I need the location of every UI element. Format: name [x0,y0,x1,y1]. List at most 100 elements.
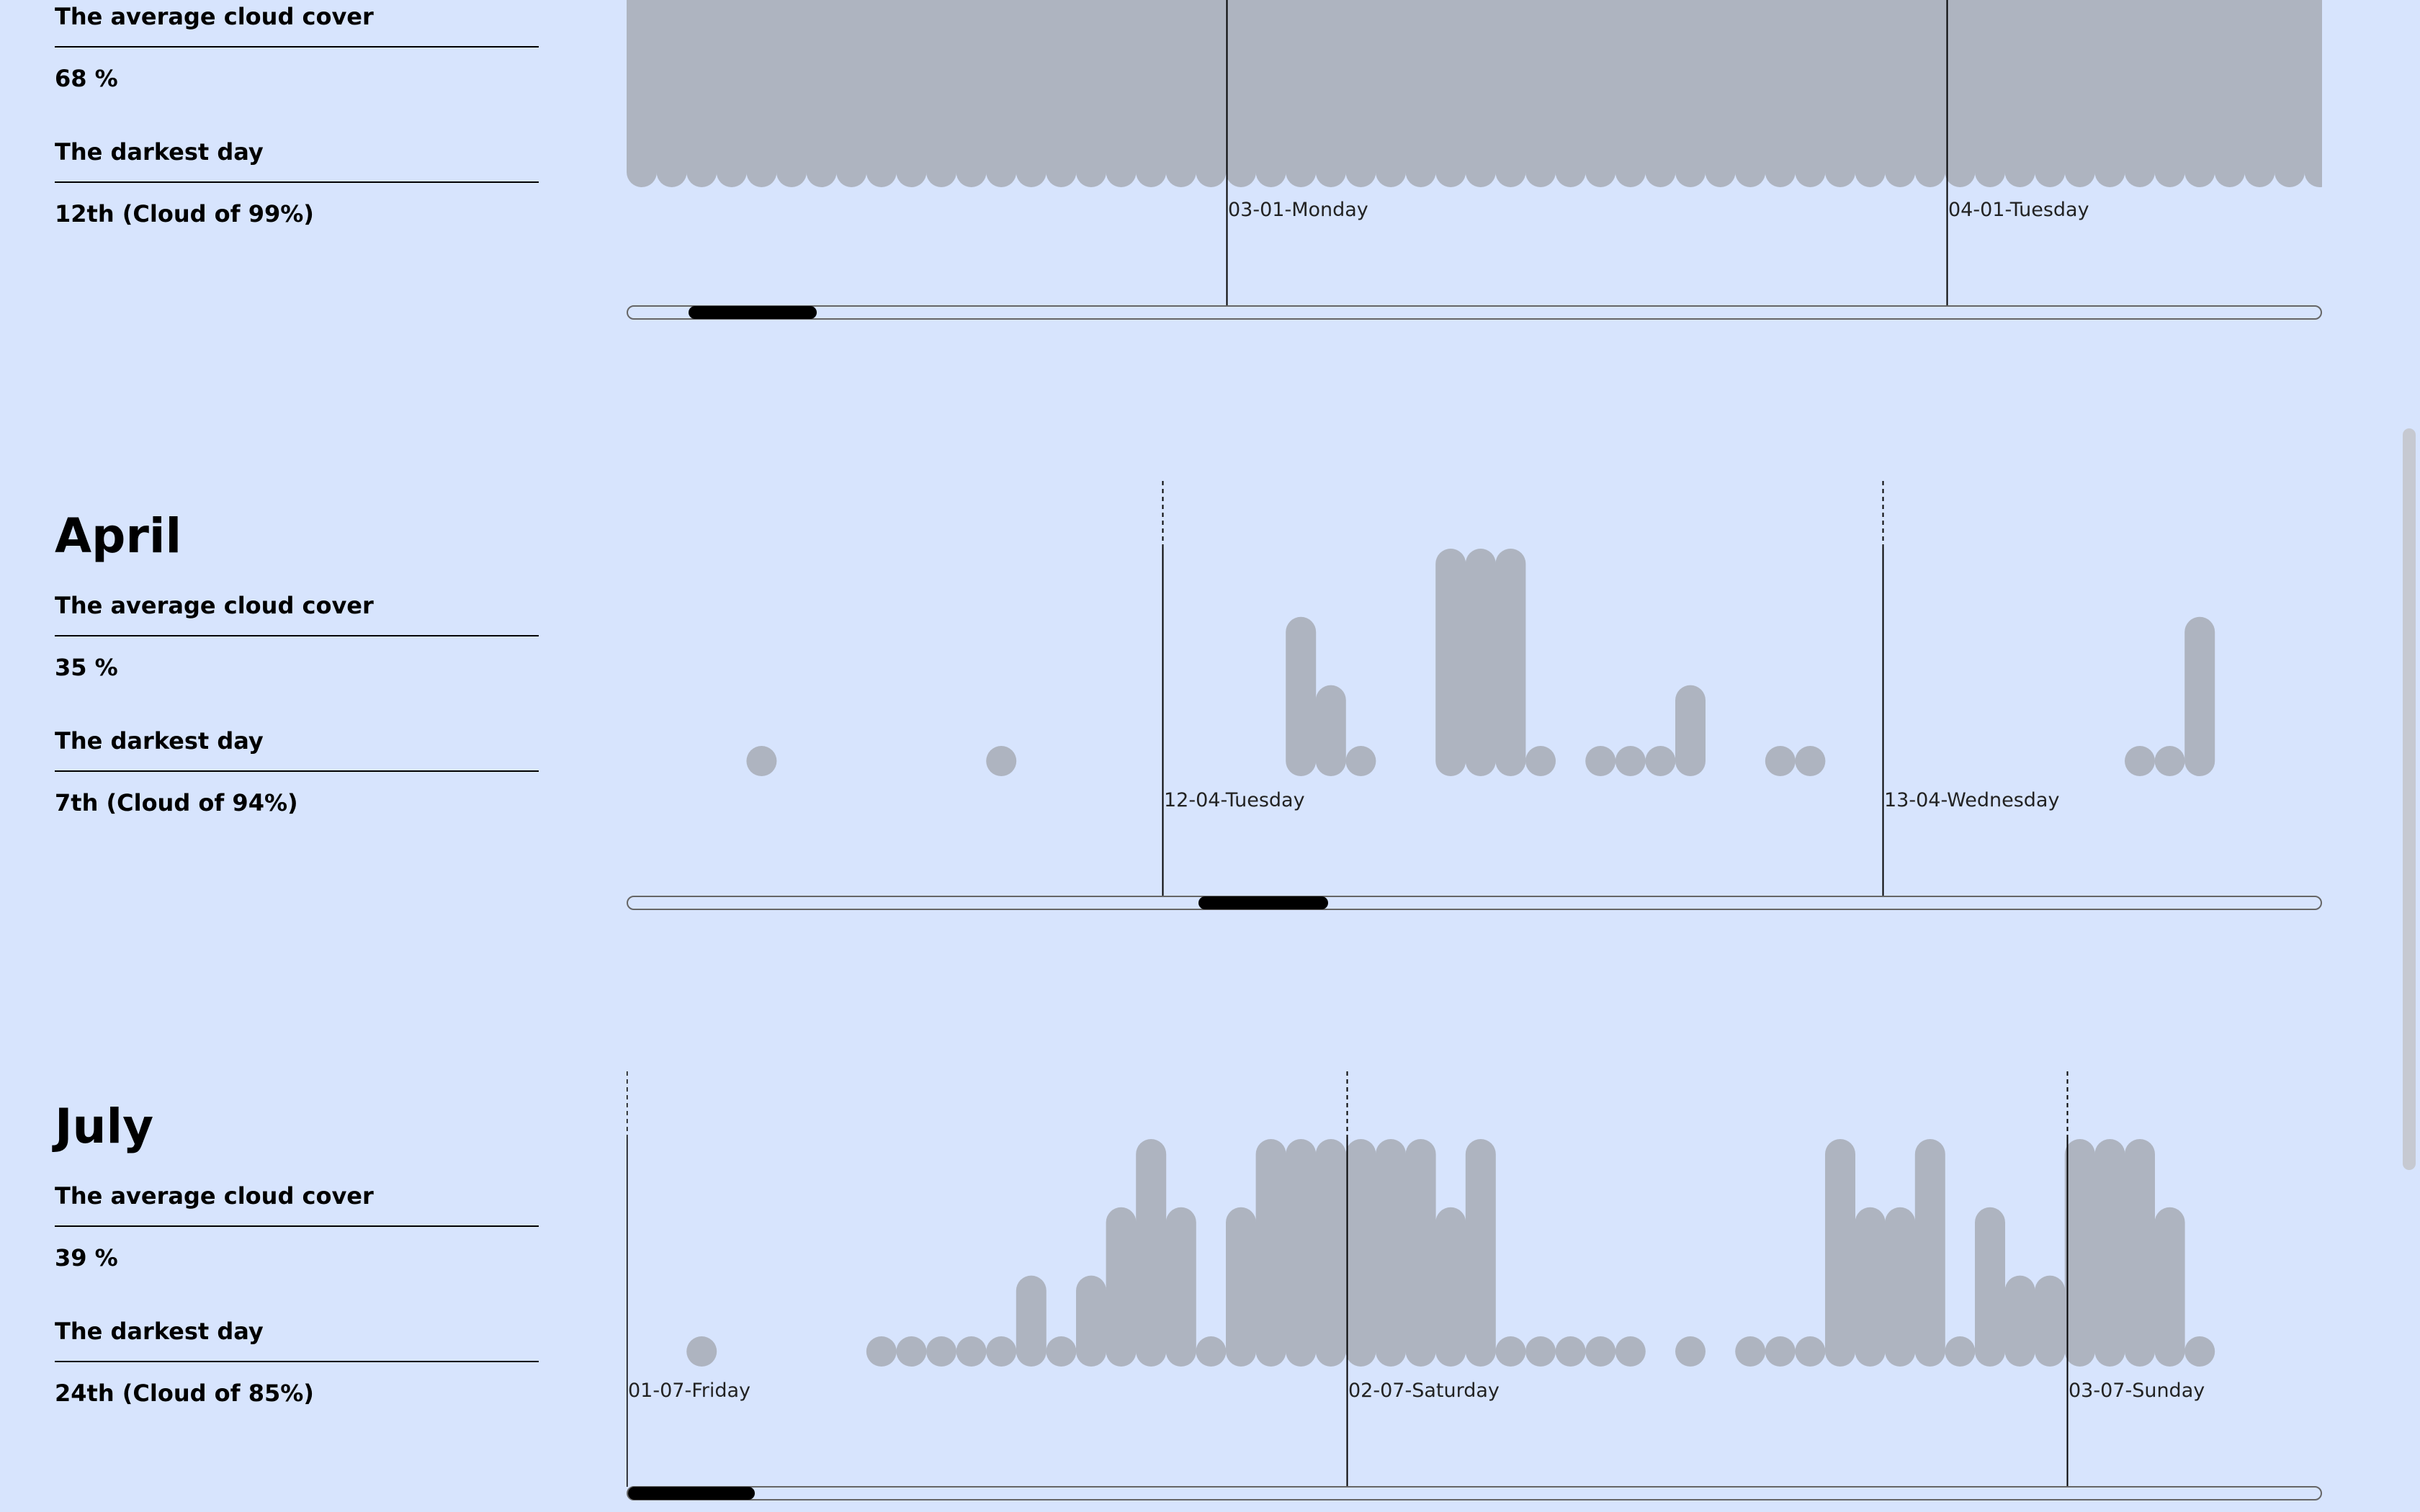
darkest-day-label: The darkest day [55,727,539,772]
cloud-chart[interactable]: 01-07-Friday 02-07-Saturday 03-07-Sunday [627,1066,2322,1512]
cloud-bar [1495,0,1526,187]
darkest-day-label: The darkest day [55,1318,539,1362]
cloud-bar [806,0,837,187]
day-tick-label: 01-07-Friday [628,1380,750,1402]
cloud-bar [1076,0,1106,187]
cloud-bar [926,0,956,187]
cloud-bar [1795,746,1826,776]
cloud-bar [1645,746,1676,776]
cloud-bar [1405,1139,1436,1367]
page-scrollbar[interactable] [2398,0,2420,1512]
cloud-bar [1585,1336,1616,1367]
cloud-bar [627,0,657,187]
cloud-bar [1435,0,1466,187]
cloud-bar [1465,0,1496,187]
cloud-bar [836,0,867,187]
cloud-bar [1945,0,1976,187]
cloud-bar [1376,0,1406,187]
cloud-bar [686,0,717,187]
cloud-bar [1855,1207,1886,1367]
cloud-bar [1615,1336,1646,1367]
month-title: April [55,508,182,564]
cloud-bar [2004,1275,2035,1367]
cloud-bar [1525,746,1556,776]
average-cloud-value: 39 % [55,1244,118,1272]
cloud-bar [1465,1139,1496,1367]
cloud-bar [1495,549,1526,776]
cloud-bar [1914,1139,1945,1367]
cloud-bar [1914,0,1945,187]
cloud-bar [2154,746,2185,776]
cloud-bar [2125,1139,2155,1367]
chart-scrollbar[interactable] [627,305,2322,320]
day-tick-label: 02-07-Saturday [1348,1380,1500,1402]
cloud-bar [1735,0,1766,187]
cloud-bar [1136,1139,1167,1367]
cloud-bar [1106,0,1137,187]
month-section-april: April The average cloud cover 35 % The d… [0,475,2398,922]
cloud-chart[interactable]: 03-01-Monday 04-01-Tuesday [627,0,2322,331]
cloud-bar [1465,549,1496,776]
cloud-bar [2094,0,2125,187]
average-cloud-label: The average cloud cover [55,592,539,636]
cloud-bar [986,1336,1017,1367]
cloud-bar [1405,0,1436,187]
cloud-bar [656,0,687,187]
cloud-bar [716,0,747,187]
day-tick-label: 03-01-Monday [1228,199,1368,221]
cloud-bar [1555,0,1586,187]
cloud-bar [1435,1207,1466,1367]
page-scroll-thumb[interactable] [2403,428,2416,1170]
cloud-bar [1765,0,1796,187]
cloud-bar [746,746,777,776]
darkest-day-label: The darkest day [55,138,539,183]
cloud-bar [986,0,1017,187]
cloud-bar [1555,1336,1586,1367]
cloud-bar [2275,0,2305,187]
cloud-bar [1076,1275,1106,1367]
cloud-bar [1645,0,1676,187]
cloud-bar [1046,0,1077,187]
cloud-chart[interactable]: 12-04-Tuesday 13-04-Wednesday [627,475,2322,922]
cloud-bar [1165,1207,1196,1367]
average-cloud-label: The average cloud cover [55,3,539,48]
cloud-bar [2244,0,2275,187]
cloud-bar [896,0,927,187]
cloud-bar [1315,1139,1346,1367]
cloud-bar [2184,616,2215,776]
chart-scrollbar[interactable] [627,1486,2322,1500]
cloud-bar [1975,1207,2005,1367]
chart-scrollbar[interactable] [627,896,2322,910]
cloud-chart-svg: 12-04-Tuesday 13-04-Wednesday [746,481,2215,896]
cloud-bar [1435,549,1466,776]
chart-scroll-thumb[interactable] [689,306,817,319]
cloud-bar [1226,0,1256,187]
cloud-bar [1825,1139,1855,1367]
cloud-bar [1675,1336,1706,1367]
cloud-bar [1286,0,1317,187]
cloud-chart-svg: 01-07-Friday 02-07-Saturday 03-07-Sunday [627,1071,2215,1487]
cloud-bar [1345,746,1376,776]
cloud-bar [2064,0,2095,187]
cloud-bar [1345,1139,1376,1367]
cloud-bar [1615,0,1646,187]
cloud-bar [1765,1336,1796,1367]
cloud-bar [1795,0,1826,187]
cloud-bar [1615,746,1646,776]
chart-scroll-thumb[interactable] [1198,896,1328,909]
average-cloud-value: 35 % [55,654,118,681]
cloud-bar [956,0,987,187]
day-tick-label: 12-04-Tuesday [1164,789,1305,811]
cloud-bar [1885,0,1916,187]
day-tick-label: 13-04-Wednesday [1884,789,2059,811]
chart-scroll-thumb[interactable] [628,1487,755,1500]
cloud-bar [866,0,897,187]
cloud-bar [1885,1207,1916,1367]
cloud-bar [1675,685,1706,776]
cloud-bar [2184,1336,2215,1367]
month-title: July [55,1099,154,1154]
cloud-bar [1376,1139,1406,1367]
month-section-march: The average cloud cover 68 % The darkest… [0,0,2398,331]
cloud-bar [1675,0,1706,187]
cloud-bar [1226,1207,1256,1367]
